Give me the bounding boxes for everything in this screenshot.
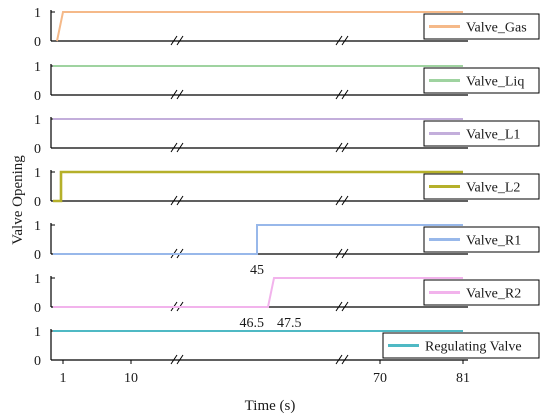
- subplot-4: 0 1 Valve_L2: [34, 166, 540, 210]
- legend-label: Valve_L2: [466, 181, 520, 196]
- axis-break-mark: [335, 89, 343, 100]
- axis-break-mark: [335, 35, 343, 46]
- subplot-5: 0 1 Valve_R1: [34, 219, 540, 263]
- subplot-7: 0 1 Regulating Valve: [34, 325, 540, 369]
- axis-break-mark: [341, 354, 349, 365]
- x-tick-label: 10: [124, 371, 138, 386]
- legend-label: Valve_L1: [466, 128, 520, 143]
- y-tick-label: 1: [34, 60, 41, 75]
- annotation-47-5: 47.5: [277, 316, 302, 331]
- axis-break-mark: [170, 195, 178, 206]
- y-tick-label: 1: [34, 6, 41, 21]
- y-tick-label: 0: [34, 35, 41, 50]
- legend-label: Valve_Gas: [466, 21, 527, 36]
- axis-break-mark: [341, 89, 349, 100]
- y-tick-label: 1: [34, 272, 41, 287]
- x-tick-label: 81: [456, 371, 470, 386]
- x-axis-title: Time (s): [245, 398, 296, 414]
- x-tick-label: 70: [373, 371, 387, 386]
- y-tick-label: 0: [34, 142, 41, 157]
- axis-break-mark: [335, 301, 343, 312]
- y-tick-label: 1: [34, 325, 41, 340]
- y-tick-label: 1: [34, 113, 41, 128]
- axis-break-mark: [341, 248, 349, 259]
- axis-break-mark: [335, 142, 343, 153]
- annotation-45: 45: [250, 263, 264, 278]
- annotation-46-5: 46.5: [240, 316, 265, 331]
- series-line-4: [53, 170, 463, 203]
- y-tick-label: 0: [34, 195, 41, 210]
- legend-label: Valve_R1: [466, 234, 521, 249]
- axis-break-mark: [335, 354, 343, 365]
- axis-break-mark: [170, 142, 178, 153]
- axis-break-mark: [170, 35, 178, 46]
- subplot-1: 0 1 Valve_Gas: [34, 6, 540, 50]
- axis-break-mark: [176, 354, 184, 365]
- axis-break-mark: [341, 195, 349, 206]
- subplot-3: 0 1 Valve_L1: [34, 113, 540, 157]
- axis-break-mark: [176, 195, 184, 206]
- axis-break-mark: [341, 301, 349, 312]
- y-tick-label: 1: [34, 219, 41, 234]
- axis-break-mark: [176, 35, 184, 46]
- axis-break-mark: [335, 248, 343, 259]
- axis-break-mark: [335, 195, 343, 206]
- axis-break-mark: [170, 89, 178, 100]
- series-line-1: [56, 11, 463, 42]
- axis-break-mark: [176, 89, 184, 100]
- y-axis-title: Valve Opening: [10, 155, 26, 245]
- axis-break-mark: [341, 35, 349, 46]
- axis-break-mark: [170, 354, 178, 365]
- x-tick-label: 1: [60, 371, 67, 386]
- subplot-2: 0 1 Valve_Liq: [34, 60, 540, 104]
- y-tick-label: 1: [34, 166, 41, 181]
- y-tick-label: 0: [34, 89, 41, 104]
- axis-break-mark: [341, 142, 349, 153]
- axis-break-mark: [176, 142, 184, 153]
- legend-label: Valve_Liq: [466, 75, 524, 90]
- y-tick-label: 0: [34, 248, 41, 263]
- y-tick-label: 0: [34, 354, 41, 369]
- series-line-5: [53, 224, 463, 255]
- subplot-6: 0 1 Valve_R2: [34, 272, 540, 316]
- y-tick-label: 0: [34, 301, 41, 316]
- series-line-6: [53, 277, 463, 308]
- legend-label: Valve_R2: [466, 287, 521, 302]
- legend-label: Regulating Valve: [425, 340, 522, 355]
